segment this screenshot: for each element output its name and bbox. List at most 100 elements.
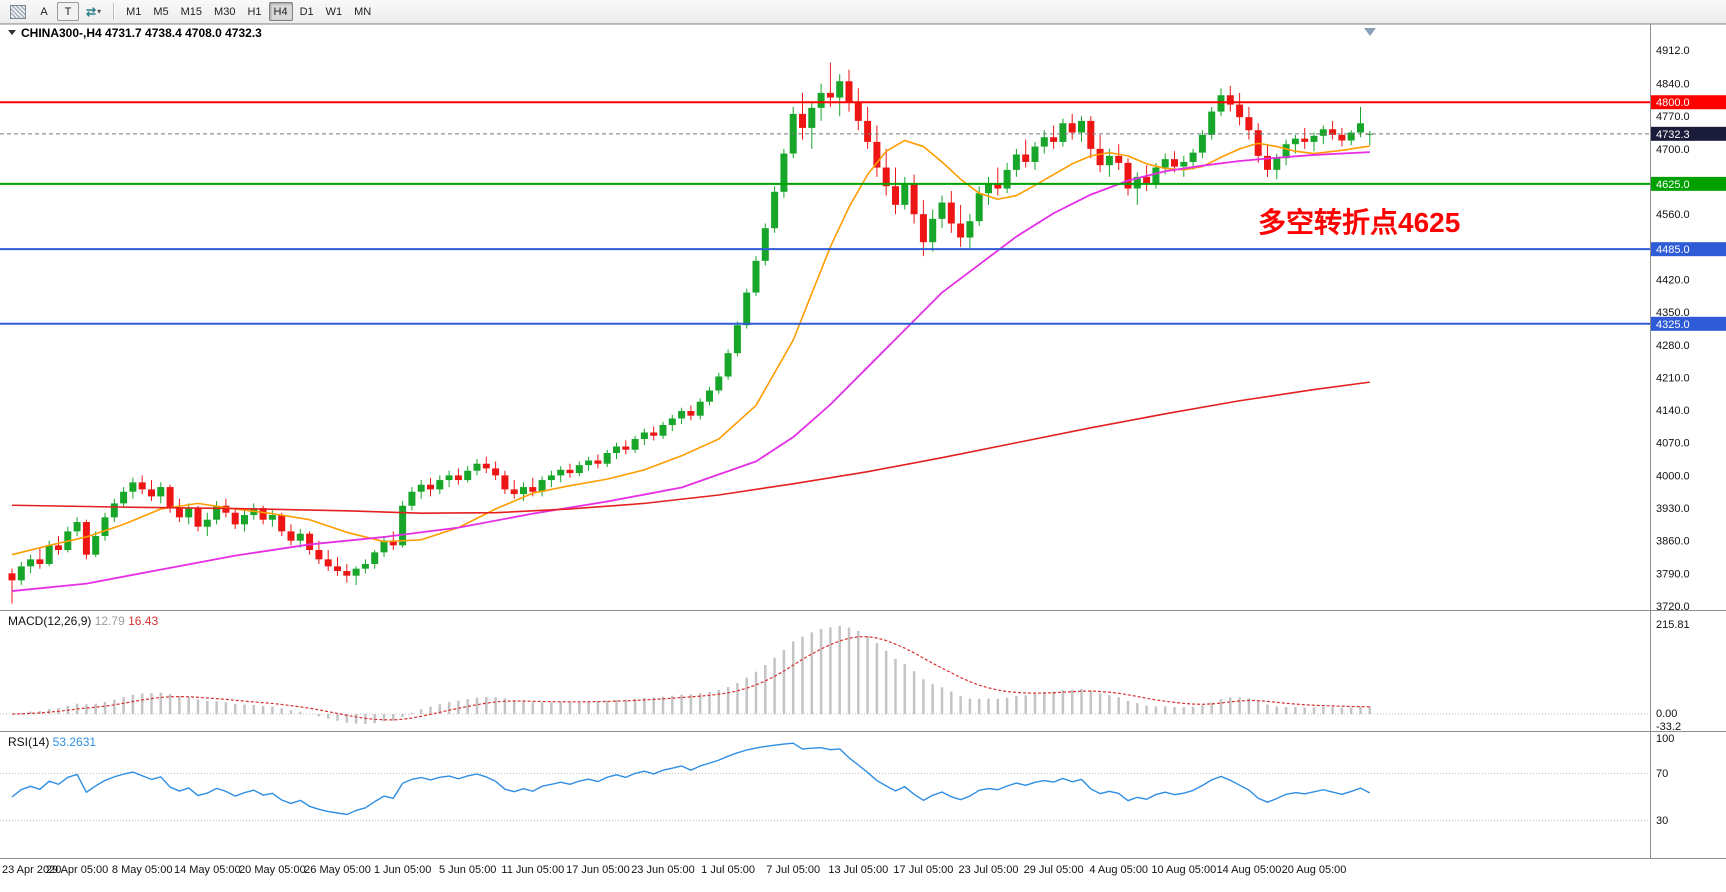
rsi-pane[interactable] — [0, 742, 1650, 822]
candle — [399, 505, 407, 546]
candle — [259, 508, 267, 520]
candle — [538, 480, 546, 492]
rsi-line — [11, 742, 1371, 816]
price-flag-label: 4625.0 — [1656, 179, 1690, 191]
candle — [101, 517, 109, 537]
macd-axis-label: 215.81 — [1656, 619, 1690, 631]
candle — [408, 491, 416, 506]
candle — [241, 515, 248, 525]
candle — [371, 552, 379, 565]
candle — [166, 487, 174, 509]
candle — [454, 475, 462, 481]
timeframe-button-h1[interactable]: H1 — [247, 5, 262, 18]
candle — [938, 202, 946, 219]
price-tick-label: 3720.0 — [1656, 601, 1690, 613]
candle — [194, 508, 202, 527]
timeframe-button-m15[interactable]: M15 — [180, 5, 203, 18]
candle — [585, 460, 593, 466]
x-axis-label: 10 Aug 05:00 — [1151, 864, 1216, 876]
symbol-menu-icon[interactable] — [8, 30, 16, 35]
rsi-axis-label: 70 — [1656, 768, 1668, 780]
candle — [743, 292, 751, 326]
ma-line-red[interactable] — [11, 381, 1370, 514]
candle — [175, 508, 183, 518]
timeframe-group: M1 M5 M15 M30 H1 H4 D1 W1 MN — [121, 2, 376, 21]
candle — [520, 487, 527, 495]
x-axis-label: 29 Jul 05:00 — [1024, 864, 1084, 876]
price-flag-4325.0: 4325.0 — [1651, 316, 1726, 331]
dropdown-caret-icon: ▾ — [97, 7, 102, 16]
candle — [1310, 135, 1318, 142]
candle — [1208, 111, 1216, 135]
price-flag-bg — [1651, 126, 1726, 141]
timeframe-button-h4[interactable]: H4 — [268, 2, 293, 21]
candle — [501, 475, 509, 490]
candle — [1040, 137, 1048, 147]
candle — [324, 559, 332, 567]
candle — [27, 559, 35, 567]
candle — [203, 519, 211, 527]
candle — [1078, 120, 1085, 133]
candle — [696, 401, 704, 416]
candle — [427, 484, 434, 490]
candle — [1115, 155, 1123, 163]
timeframe-button-d1[interactable]: D1 — [299, 5, 314, 18]
x-axis-label: 4 Aug 05:00 — [1089, 864, 1148, 876]
candle — [436, 480, 444, 490]
candle — [129, 482, 137, 492]
candle — [361, 564, 369, 569]
cursor-tool-button[interactable]: A — [40, 5, 48, 18]
grid-pattern-icon — [10, 4, 26, 19]
candle — [1264, 155, 1271, 170]
main-price-pane[interactable] — [8, 62, 1374, 604]
price-flag-4800.0: 4800.0 — [1651, 95, 1726, 110]
timeframe-button-w1[interactable]: W1 — [325, 5, 343, 18]
candle — [1012, 154, 1020, 170]
timeframe-button-mn[interactable]: MN — [354, 5, 372, 18]
candle — [222, 505, 230, 513]
candle — [296, 533, 304, 541]
ma-line-orange[interactable] — [11, 139, 1370, 556]
text-tool-button[interactable]: T — [57, 2, 79, 21]
rsi-axis-label: 30 — [1656, 815, 1668, 827]
chart-shift-marker[interactable] — [1364, 28, 1376, 36]
price-flag-label: 4325.0 — [1656, 319, 1690, 331]
candle — [1096, 148, 1104, 166]
price-tick-label: 3860.0 — [1656, 536, 1690, 548]
timeframe-button-m30[interactable]: M30 — [214, 5, 236, 18]
candle — [1291, 138, 1299, 145]
price-tick-label: 4840.0 — [1656, 79, 1690, 91]
candle — [445, 475, 453, 481]
timeframe-button-m1[interactable]: M1 — [126, 5, 142, 18]
candle — [1338, 134, 1346, 141]
chart-annotation[interactable]: 多空转折点4625 — [1258, 206, 1460, 238]
price-flag-4485.0: 4485.0 — [1651, 242, 1726, 257]
chart-canvas[interactable]: 4912.04840.04770.04700.04630.04560.04490… — [0, 24, 1726, 892]
candle — [157, 487, 165, 497]
candle — [1282, 144, 1290, 159]
candle — [724, 353, 732, 377]
candle — [213, 505, 221, 520]
candle — [864, 120, 872, 142]
candle — [826, 92, 834, 98]
macd-pane[interactable] — [0, 626, 1650, 724]
price-flag-label: 4732.3 — [1656, 129, 1690, 141]
x-axis-label: 23 Jun 05:00 — [631, 864, 695, 876]
candle — [1143, 176, 1151, 184]
grid-pattern-tool-button[interactable] — [5, 2, 31, 21]
candle — [650, 432, 658, 436]
candle — [1068, 123, 1076, 133]
macd-axis-label: -33.2 — [1656, 721, 1681, 733]
ma-line-magenta[interactable] — [11, 151, 1370, 592]
candle — [185, 508, 193, 518]
candle — [315, 550, 323, 560]
line-studies-tool-button[interactable]: ⇄ ▾ — [81, 2, 106, 21]
timeframe-button-m5[interactable]: M5 — [153, 5, 169, 18]
candle — [110, 503, 118, 518]
candle — [55, 545, 62, 551]
chart-title: CHINA300-,H4 4731.7 4738.4 4708.0 4732.3 — [21, 26, 262, 40]
macd-axis-label: 0.00 — [1656, 708, 1677, 720]
candle — [1059, 123, 1067, 142]
candle — [808, 107, 816, 128]
